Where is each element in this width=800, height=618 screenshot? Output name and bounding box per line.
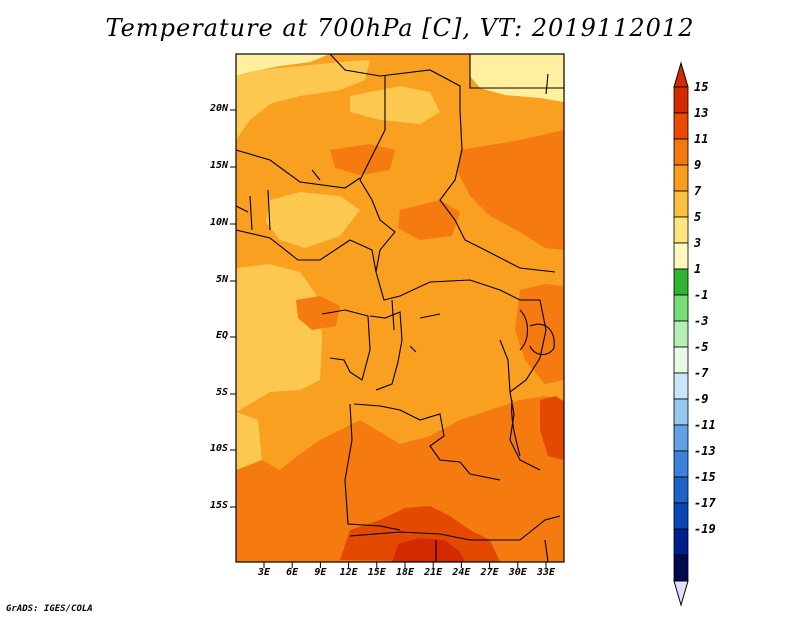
field-7-9-central <box>350 86 440 124</box>
field-11-13-gulfcoast <box>296 296 340 330</box>
field-5-7-northeast <box>470 54 564 102</box>
lat-label: 10N <box>209 217 228 228</box>
colorbar-label: -7 <box>694 366 709 380</box>
lat-label: 15N <box>209 160 228 171</box>
grads-credit: GrADS: IGES/COLA <box>6 604 93 614</box>
field-11-13-south <box>236 396 564 562</box>
lon-label: 9E <box>314 567 327 578</box>
colorbar-label: 1 <box>694 262 702 276</box>
colorbar-label: 15 <box>694 80 709 94</box>
lon-label: 21E <box>424 567 443 578</box>
field-7-9-southwest <box>236 412 262 472</box>
chart-title: Temperature at 700hPa [C], VT: 201911201… <box>105 14 695 42</box>
colorbar-label: -13 <box>694 444 716 458</box>
colorbar-label: 11 <box>694 132 709 146</box>
lon-label: 12E <box>339 567 358 578</box>
colorbar-swatch <box>673 528 689 556</box>
field-11-13-sudan <box>330 144 395 175</box>
colorbar-label: -19 <box>694 522 716 536</box>
colorbar-swatch <box>673 138 689 166</box>
colorbar-swatch <box>673 450 689 478</box>
colorbar-label: -11 <box>694 418 716 432</box>
colorbar-swatch <box>673 164 689 192</box>
lat-label: EQ <box>215 330 228 341</box>
field-5-7-north <box>236 54 330 76</box>
field-11-13-northeast <box>458 130 564 250</box>
field-11-13-chad <box>398 200 460 240</box>
lon-label: 27E <box>480 567 499 578</box>
field-13-15-east <box>540 396 564 460</box>
lon-label: 3E <box>257 567 271 578</box>
field-15-plus <box>392 538 465 562</box>
map-frame <box>235 53 565 563</box>
colorbar-swatch <box>673 294 689 322</box>
colorbar-arrow-top <box>673 61 689 88</box>
colorbar-swatch <box>673 424 689 452</box>
colorbar-label: -15 <box>694 470 716 484</box>
lon-label: 33E <box>536 567 556 578</box>
colorbar-label: -1 <box>694 288 709 302</box>
lat-label: 5N <box>215 274 228 285</box>
lat-label: 15S <box>209 500 228 511</box>
lat-label: 10S <box>209 443 228 454</box>
lat-label: 20N <box>209 103 228 114</box>
colorbar-swatch <box>673 476 689 504</box>
colorbar-label: -9 <box>694 392 709 406</box>
colorbar-swatch <box>673 502 689 530</box>
temperature-field <box>236 54 564 562</box>
lon-label: 18E <box>395 567 415 578</box>
colorbar <box>673 61 689 607</box>
country-borders <box>235 53 564 563</box>
colorbar-swatch <box>673 398 689 426</box>
lon-label: 15E <box>367 567 386 578</box>
colorbar-swatch <box>673 346 689 374</box>
colorbar-label: -17 <box>694 496 716 510</box>
colorbar-label: 7 <box>694 184 702 198</box>
lon-label: 6E <box>286 567 299 578</box>
colorbar-label: 5 <box>694 210 702 224</box>
colorbar-label: -3 <box>694 314 709 328</box>
colorbar-swatch <box>673 372 689 400</box>
lat-label: 5S <box>215 387 228 398</box>
colorbar-swatch <box>673 554 689 582</box>
colorbar-swatch <box>673 268 689 296</box>
lon-ticks <box>263 562 547 568</box>
field-13-15 <box>340 506 500 562</box>
colorbar-swatch <box>673 242 689 270</box>
field-7-9-nigeria <box>266 192 360 248</box>
field-11-13-east <box>515 284 564 384</box>
colorbar-swatch <box>673 112 689 140</box>
colorbar-swatch <box>673 320 689 348</box>
lon-label: 24E <box>452 567 471 578</box>
colorbar-label: 9 <box>694 158 702 172</box>
lat-ticks <box>230 109 236 508</box>
field-7-9-west <box>236 60 370 140</box>
colorbar-label: 13 <box>694 106 709 120</box>
colorbar-swatch <box>673 190 689 218</box>
colorbar-arrow-bottom <box>673 580 689 607</box>
colorbar-swatch <box>673 216 689 244</box>
colorbar-label: 3 <box>694 236 702 250</box>
colorbar-swatch <box>673 86 689 114</box>
colorbar-label: -5 <box>694 340 709 354</box>
lon-label: 30E <box>508 567 527 578</box>
